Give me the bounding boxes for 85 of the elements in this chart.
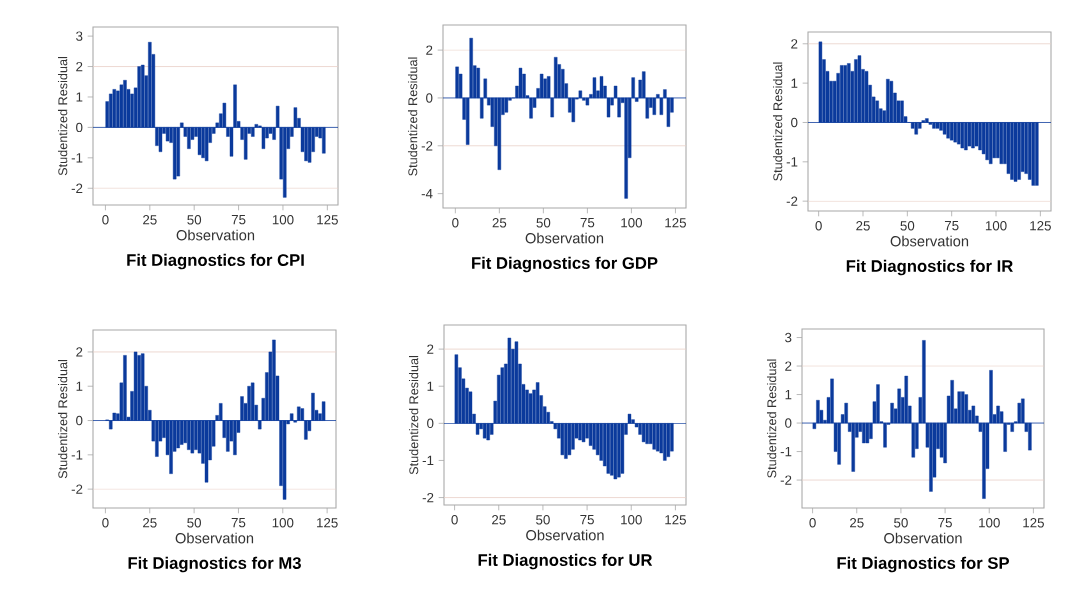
- y-tick-label: 1: [76, 92, 83, 102]
- x-tick-label: 0: [452, 218, 459, 228]
- y-tick-label: 0: [427, 418, 434, 429]
- y-tick-label: -1: [422, 455, 434, 466]
- y-tick-label: -2: [71, 183, 83, 193]
- x-axis-title: Observation: [525, 232, 604, 244]
- y-tick-label: 2: [76, 61, 83, 72]
- y-axis-title: Studentized Residual: [57, 57, 68, 176]
- x-tick-label: 125: [1030, 221, 1051, 231]
- y-tick-label: -2: [780, 475, 792, 485]
- y-axis-title: Studentized Residual: [772, 62, 783, 181]
- x-tick-label: 0: [451, 515, 458, 525]
- x-axis-title: Observation: [175, 532, 254, 544]
- x-tick-label: 75: [231, 215, 246, 225]
- x-tick-label: 25: [856, 221, 870, 231]
- x-tick-label: 50: [894, 518, 908, 528]
- y-axis-title: Studentized Residual: [407, 57, 418, 176]
- x-tick-label: 0: [102, 215, 109, 225]
- y-tick-label: 2: [426, 45, 433, 55]
- y-tick-label: 0: [785, 418, 792, 428]
- text: Fit Diagnostics for CPI: [127, 253, 304, 270]
- x-tick-label: 125: [317, 518, 338, 528]
- y-tick-label: 0: [76, 122, 83, 133]
- text: Fit Diagnostics for M3: [128, 556, 301, 573]
- y-axis-title: Studentized Residual: [408, 356, 419, 475]
- x-tick-label: 100: [272, 215, 294, 225]
- x-tick-label: 50: [187, 518, 202, 528]
- y-tick-label: 1: [427, 381, 434, 391]
- x-tick-label: 50: [536, 515, 550, 525]
- y-tick-label: 0: [76, 415, 83, 426]
- x-tick-label: 0: [102, 518, 109, 528]
- y-tick-label: 2: [76, 347, 83, 357]
- y-tick-label: 2: [427, 344, 434, 354]
- y-tick-label: 3: [785, 332, 792, 343]
- y-tick-label: 0: [791, 117, 798, 128]
- text: Fit Diagnostics for SP: [837, 556, 1010, 573]
- y-tick-label: -2: [422, 492, 434, 503]
- x-axis-title: Observation: [884, 532, 962, 544]
- x-tick-label: 100: [272, 518, 294, 528]
- x-tick-label: 25: [143, 518, 157, 528]
- y-tick-label: -1: [786, 157, 798, 167]
- y-tick-label: 1: [791, 78, 798, 88]
- y-tick-label: -2: [786, 196, 798, 206]
- x-tick-label: 25: [850, 518, 864, 528]
- x-tick-label: 75: [231, 518, 246, 528]
- x-tick-label: 25: [492, 515, 506, 525]
- text: Fit Diagnostics for UR: [478, 553, 653, 570]
- y-axis-title: Studentized Residual: [766, 359, 777, 478]
- x-tick-label: 125: [665, 218, 686, 228]
- x-tick-label: 25: [143, 215, 157, 225]
- y-tick-label: 1: [76, 381, 83, 391]
- x-tick-label: 75: [580, 218, 595, 228]
- y-tick-label: -1: [780, 446, 792, 457]
- x-tick-label: 75: [938, 518, 952, 528]
- x-tick-label: 125: [317, 215, 338, 225]
- y-tick-label: 3: [76, 31, 83, 41]
- x-axis-title: Observation: [890, 235, 969, 247]
- y-tick-label: 2: [785, 361, 792, 371]
- x-tick-label: 25: [492, 218, 507, 228]
- x-tick-label: 100: [985, 221, 1007, 231]
- x-tick-label: 50: [187, 215, 202, 225]
- x-tick-label: 125: [1023, 518, 1044, 528]
- x-tick-label: 75: [580, 515, 594, 525]
- y-tick-label: -1: [71, 153, 83, 163]
- x-tick-label: 100: [621, 515, 642, 525]
- y-tick-label: 0: [426, 93, 433, 103]
- y-tick-label: -2: [71, 484, 83, 494]
- x-tick-label: 0: [809, 518, 816, 528]
- x-tick-label: 0: [815, 221, 822, 231]
- y-axis-title: Studentized Residual: [57, 360, 68, 479]
- text: Fit Diagnostics for GDP: [472, 256, 658, 273]
- x-tick-label: 50: [536, 218, 551, 228]
- x-tick-label: 125: [665, 515, 686, 525]
- x-tick-label: 100: [979, 518, 1000, 528]
- y-tick-label: 1: [785, 389, 792, 400]
- x-tick-label: 100: [621, 218, 643, 228]
- y-tick-label: 2: [791, 39, 798, 49]
- x-axis-title: Observation: [176, 229, 255, 241]
- y-tick-label: -2: [421, 141, 433, 151]
- x-tick-label: 75: [944, 221, 959, 231]
- y-tick-label: -4: [421, 189, 433, 199]
- x-tick-label: 50: [900, 221, 915, 231]
- y-tick-label: -1: [71, 450, 83, 460]
- text: Fit Diagnostics for IR: [846, 259, 1013, 276]
- x-axis-title: Observation: [526, 529, 604, 541]
